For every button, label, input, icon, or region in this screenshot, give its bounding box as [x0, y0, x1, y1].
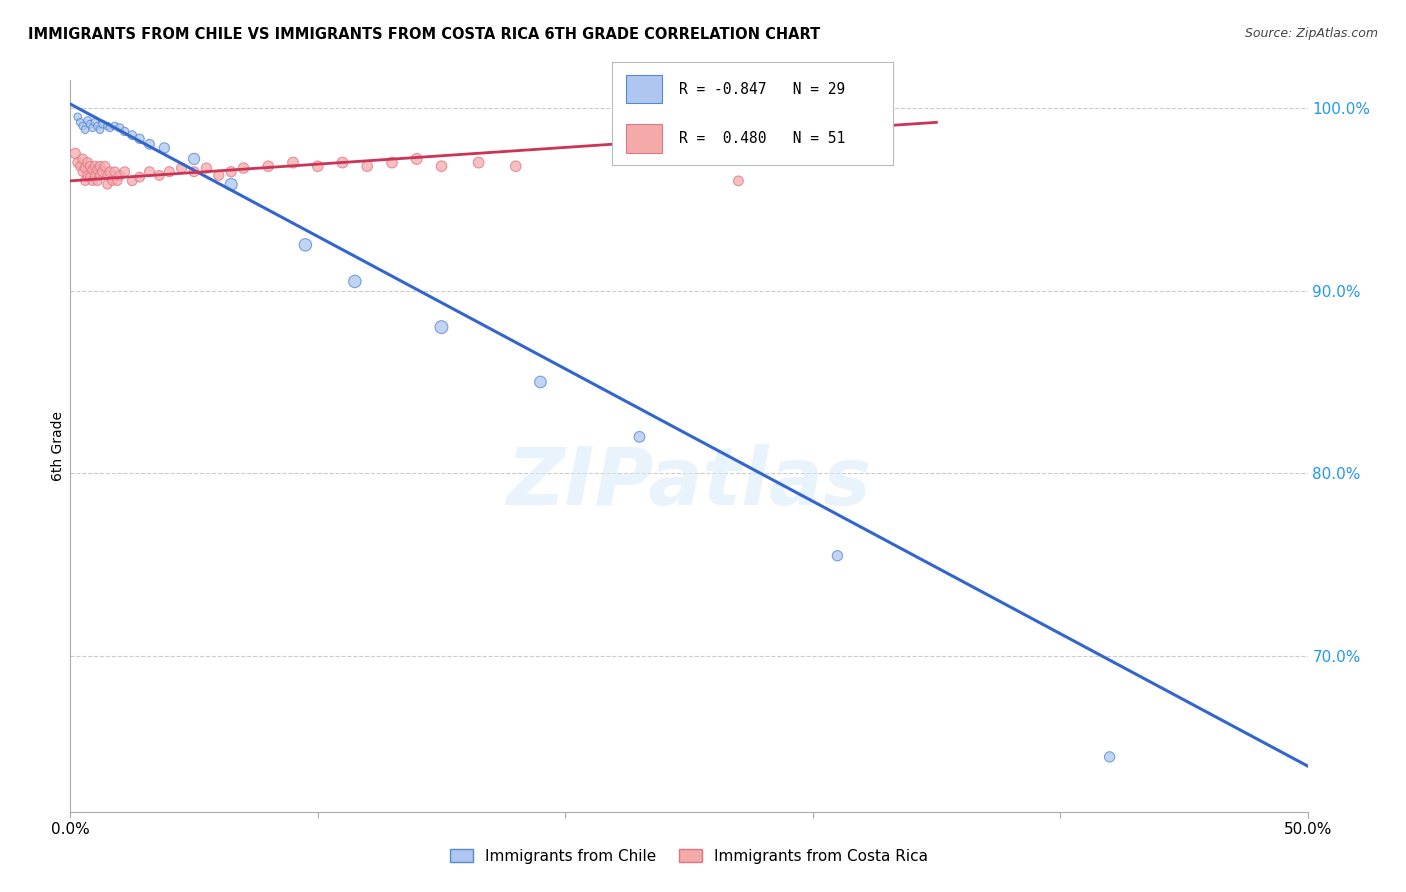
Point: [82, 162, 104, 177]
Point: [170, 161, 193, 175]
Point: [91, 117, 114, 131]
Point: [128, 170, 150, 185]
Point: [84, 159, 107, 173]
Point: [1098, 749, 1121, 764]
Point: [96, 178, 118, 192]
Point: [82, 174, 104, 188]
Point: [72, 164, 94, 178]
Point: [827, 549, 849, 563]
Point: [76, 155, 98, 169]
Point: [84, 115, 107, 129]
Point: [76, 169, 98, 183]
Point: [98, 120, 121, 135]
Point: [86, 119, 108, 133]
Point: [257, 159, 280, 173]
Text: R =  0.480   N = 51: R = 0.480 N = 51: [679, 131, 845, 146]
Text: ZIPatlas: ZIPatlas: [506, 443, 872, 522]
Point: [96, 119, 118, 133]
Point: [281, 155, 304, 169]
Point: [66, 110, 89, 124]
Point: [138, 137, 160, 152]
Point: [84, 169, 107, 183]
Point: [114, 164, 136, 178]
Point: [76, 113, 98, 128]
Point: [128, 132, 150, 146]
Point: [157, 164, 180, 178]
Point: [69, 115, 91, 129]
Point: [104, 119, 127, 133]
Point: [89, 159, 111, 173]
Point: [505, 159, 527, 173]
Point: [628, 430, 651, 444]
Point: [96, 169, 118, 183]
Point: [75, 122, 97, 136]
Point: [208, 169, 231, 183]
Point: [91, 164, 114, 178]
Point: [114, 124, 136, 138]
Point: [153, 141, 176, 155]
Point: [294, 238, 316, 252]
Text: Source: ZipAtlas.com: Source: ZipAtlas.com: [1244, 27, 1378, 40]
Point: [79, 159, 101, 173]
Point: [65, 146, 87, 161]
Point: [381, 155, 404, 169]
Point: [529, 375, 551, 389]
Point: [219, 164, 242, 178]
Point: [183, 164, 205, 178]
Point: [356, 159, 378, 173]
Point: [148, 169, 170, 183]
Point: [138, 164, 160, 178]
Legend: Immigrants from Chile, Immigrants from Costa Rica: Immigrants from Chile, Immigrants from C…: [444, 843, 934, 870]
Point: [101, 174, 124, 188]
Point: [232, 161, 254, 175]
Text: IMMIGRANTS FROM CHILE VS IMMIGRANTS FROM COSTA RICA 6TH GRADE CORRELATION CHART: IMMIGRANTS FROM CHILE VS IMMIGRANTS FROM…: [28, 27, 820, 42]
Point: [72, 119, 94, 133]
Point: [104, 164, 127, 178]
Text: R = -0.847   N = 29: R = -0.847 N = 29: [679, 81, 845, 96]
Point: [307, 159, 329, 173]
Point: [108, 120, 131, 135]
Point: [195, 161, 218, 175]
Point: [430, 159, 453, 173]
Point: [75, 174, 97, 188]
Point: [405, 152, 427, 166]
Point: [105, 174, 128, 188]
Point: [86, 162, 108, 177]
Point: [121, 128, 143, 143]
Bar: [626, 124, 662, 153]
Point: [94, 159, 117, 173]
Point: [89, 169, 111, 183]
Point: [79, 117, 101, 131]
Point: [89, 122, 111, 136]
Point: [727, 174, 749, 188]
Point: [430, 320, 453, 334]
Point: [332, 155, 354, 169]
Point: [75, 161, 97, 175]
Point: [69, 159, 91, 173]
Y-axis label: 6th Grade: 6th Grade: [51, 411, 65, 481]
Point: [121, 174, 143, 188]
Point: [343, 275, 366, 289]
Point: [183, 152, 205, 166]
Point: [66, 155, 89, 169]
Point: [108, 169, 131, 183]
Point: [72, 152, 94, 166]
Bar: [626, 75, 662, 103]
Point: [219, 178, 242, 192]
Point: [467, 155, 489, 169]
Point: [86, 174, 108, 188]
Point: [82, 120, 104, 135]
Point: [98, 164, 121, 178]
Point: [79, 170, 101, 185]
